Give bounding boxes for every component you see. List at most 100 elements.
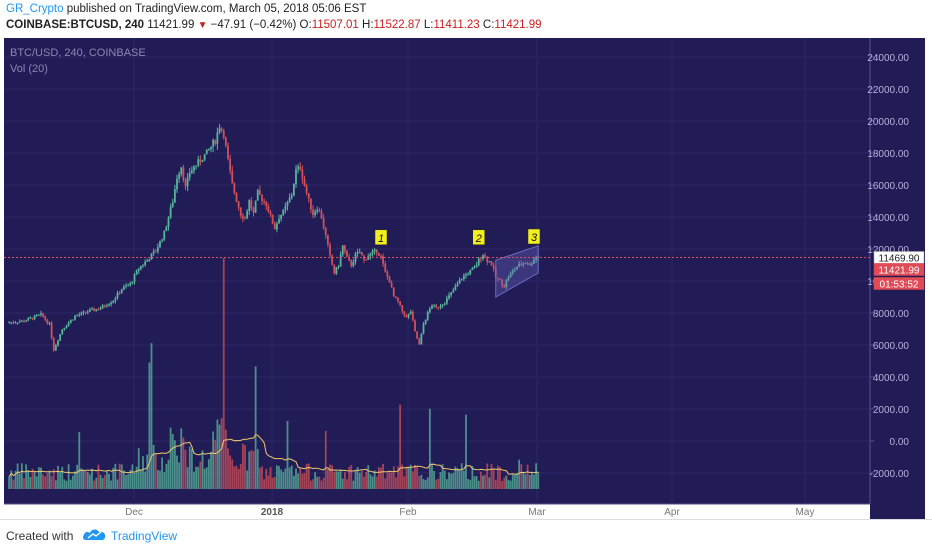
volume-bar xyxy=(227,448,229,489)
candle-body xyxy=(222,130,225,138)
author-link[interactable]: GR_Crypto xyxy=(6,3,64,15)
candle-body xyxy=(165,226,168,231)
volume-bar xyxy=(518,459,521,489)
volume-bar xyxy=(93,480,96,489)
candle-body xyxy=(50,322,53,338)
volume-bar xyxy=(441,464,444,489)
volume-bar xyxy=(360,470,363,489)
volume-bar xyxy=(356,467,359,489)
chart-area[interactable]: 1 2 3 24000.00 22000.00 20000.00 18000.00 1600… xyxy=(4,38,925,519)
candle-body xyxy=(511,270,514,273)
candle-body xyxy=(97,309,100,311)
volume-bar xyxy=(152,444,155,489)
candle-body xyxy=(522,263,525,265)
volume-bar xyxy=(392,466,395,489)
volume-bar xyxy=(335,471,338,489)
candle-body xyxy=(499,278,501,280)
volume-bar xyxy=(135,466,138,489)
candle-body xyxy=(316,210,319,212)
volume-bar xyxy=(299,468,302,489)
volume-bar xyxy=(437,478,440,489)
volume-bar xyxy=(131,464,134,489)
volume-bar xyxy=(477,480,480,489)
candle-body xyxy=(348,256,351,261)
volume-bar xyxy=(112,467,115,489)
candle-body xyxy=(142,265,144,267)
volume-bar xyxy=(258,467,261,489)
volume-bar xyxy=(309,480,312,489)
candle-body xyxy=(333,264,336,274)
volume-bar xyxy=(282,471,285,489)
low-label: L: xyxy=(423,19,434,31)
candle-body xyxy=(118,292,121,294)
candle-body xyxy=(443,303,446,305)
candle-body xyxy=(441,304,444,307)
candle-body xyxy=(267,206,270,213)
volume-bar xyxy=(86,471,89,489)
candle-body xyxy=(218,128,221,133)
candle-body xyxy=(74,315,76,320)
candle-body xyxy=(533,259,535,264)
candle-body xyxy=(93,308,96,311)
candle-body xyxy=(65,325,68,328)
volume-bar xyxy=(530,471,533,489)
published-text: published on TradingView.com, March 05, … xyxy=(66,3,367,15)
volume-bar xyxy=(108,473,110,489)
candle-body xyxy=(171,202,174,207)
candle-body xyxy=(414,320,416,332)
volume-bar xyxy=(78,432,81,489)
volume-bar xyxy=(241,443,244,489)
candle-body xyxy=(299,166,302,170)
volume-bar xyxy=(443,470,446,489)
volume-bar xyxy=(224,429,227,489)
volume-bar xyxy=(394,477,397,489)
y-axis-tick-label: 22000.00 xyxy=(867,85,909,96)
candle-body xyxy=(237,201,240,208)
candle-body xyxy=(110,302,113,305)
candle-body xyxy=(176,178,178,190)
candle-body xyxy=(394,296,397,298)
volume-bar xyxy=(252,451,255,489)
candle-body xyxy=(477,258,480,265)
candle-body xyxy=(401,305,404,312)
candle-body xyxy=(122,286,125,290)
y-axis-tick-label: 14000.00 xyxy=(867,213,909,224)
volume-bar xyxy=(169,427,172,489)
candle-body xyxy=(399,301,402,306)
volume-bar xyxy=(110,480,113,489)
tradingview-cloud-icon[interactable] xyxy=(82,527,108,543)
x-axis-tick-label: Apr xyxy=(664,507,680,518)
candle-body xyxy=(212,140,215,147)
candle-body xyxy=(235,192,238,202)
candle-body xyxy=(154,251,157,253)
volume-bar xyxy=(307,463,310,489)
candle-body xyxy=(135,270,138,275)
volume-bar xyxy=(173,440,176,489)
volume-bar xyxy=(42,474,45,489)
candle-body xyxy=(354,253,357,262)
volume-bar xyxy=(416,466,419,489)
candle-body xyxy=(369,253,372,257)
candle-body xyxy=(418,338,421,345)
candle-body xyxy=(201,160,204,163)
candle-body xyxy=(454,286,457,291)
candle-body xyxy=(144,261,147,266)
candle-body xyxy=(246,211,249,219)
high-value: 11522.87 xyxy=(373,19,421,31)
volume-bar xyxy=(316,476,319,489)
volume-bar xyxy=(210,451,212,489)
volume-bar xyxy=(354,470,357,489)
tradingview-brand[interactable]: TradingView xyxy=(111,529,178,543)
candle-body xyxy=(301,169,304,179)
candle-body xyxy=(258,190,261,195)
candle-body xyxy=(129,283,132,286)
volume-bar xyxy=(450,473,453,489)
candle-body xyxy=(433,305,436,307)
volume-bar xyxy=(63,479,66,489)
volume-bar xyxy=(193,471,195,489)
candle-body xyxy=(282,209,285,216)
volume-bar xyxy=(256,449,259,489)
candle-body xyxy=(61,329,64,335)
price-chart[interactable]: 1 2 3 24000.00 22000.00 20000.00 18000.00 1600… xyxy=(4,38,925,519)
